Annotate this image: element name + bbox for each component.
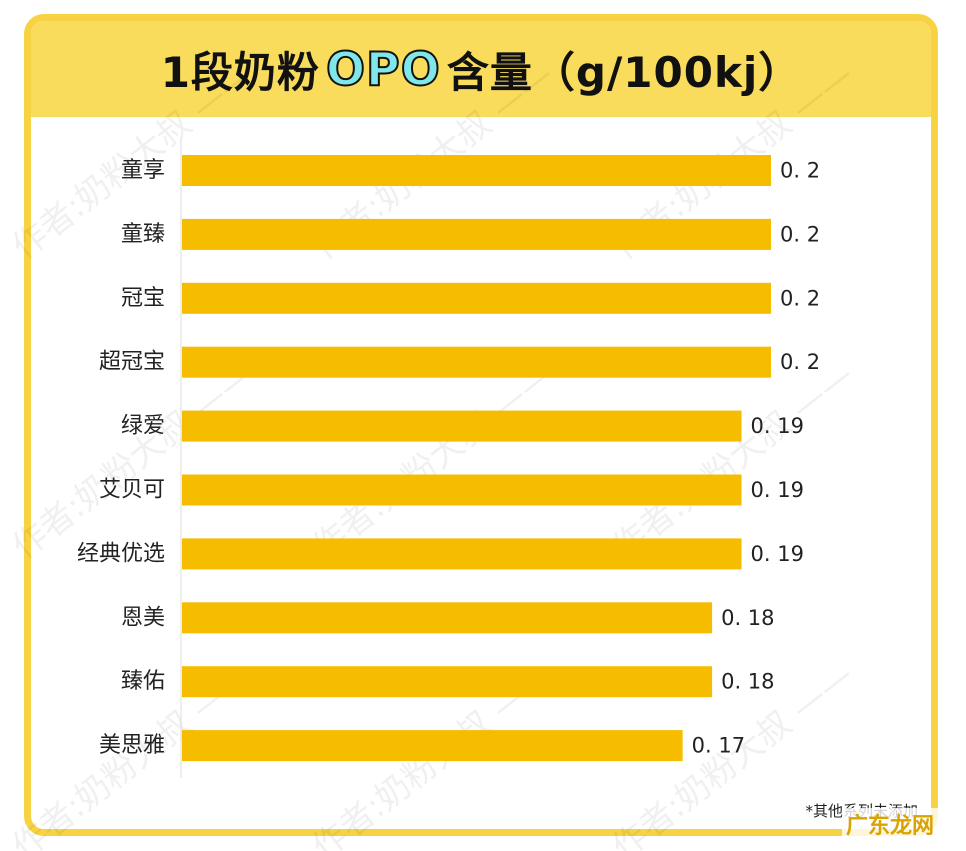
category-label: 经典优选 [77,541,165,566]
title-prefix: 1段奶粉 [160,47,320,97]
watermark-text: 作者:奶粉大叔 —— [5,355,262,568]
bar [182,346,771,378]
value-label: 0. 19 [751,542,804,566]
title-highlight: OPO [325,41,441,97]
value-label: 0. 18 [721,606,774,630]
bar [182,218,771,250]
value-label: 0. 18 [721,670,774,694]
brand-logo: 广东龙网 [841,808,938,840]
value-label: 0. 2 [780,159,820,183]
chart-title: 1段奶粉 OPO 含量（g/100kj） [31,21,931,117]
bar [182,410,742,442]
bar [182,602,713,634]
category-label: 童享 [121,158,165,183]
watermark-text: 作者:奶粉大叔 —— [605,355,862,568]
watermark-text: 作者:奶粉大叔 —— [305,355,562,568]
value-label: 0. 17 [692,734,745,758]
bar [182,155,771,186]
category-label: 绿爱 [121,414,165,439]
category-label: 冠宝 [121,286,165,311]
value-label: 0. 2 [780,222,820,246]
bar [182,730,683,762]
bar [182,474,742,506]
category-label: 超冠宝 [99,350,165,375]
bar [182,538,742,570]
value-label: 0. 2 [780,286,820,310]
value-label: 0. 2 [780,350,820,374]
title-suffix: 含量（g/100kj） [446,47,802,97]
category-label: 臻佑 [121,669,165,694]
bar [182,666,713,698]
category-label: 童臻 [121,222,165,247]
category-label: 艾贝可 [99,478,165,503]
value-label: 0. 19 [751,414,804,438]
bar [182,282,771,314]
value-label: 0. 19 [751,478,804,502]
category-label: 恩美 [121,605,165,630]
chart-frame: 1段奶粉 OPO 含量（g/100kj） [24,14,938,836]
category-label: 美思雅 [99,733,165,758]
